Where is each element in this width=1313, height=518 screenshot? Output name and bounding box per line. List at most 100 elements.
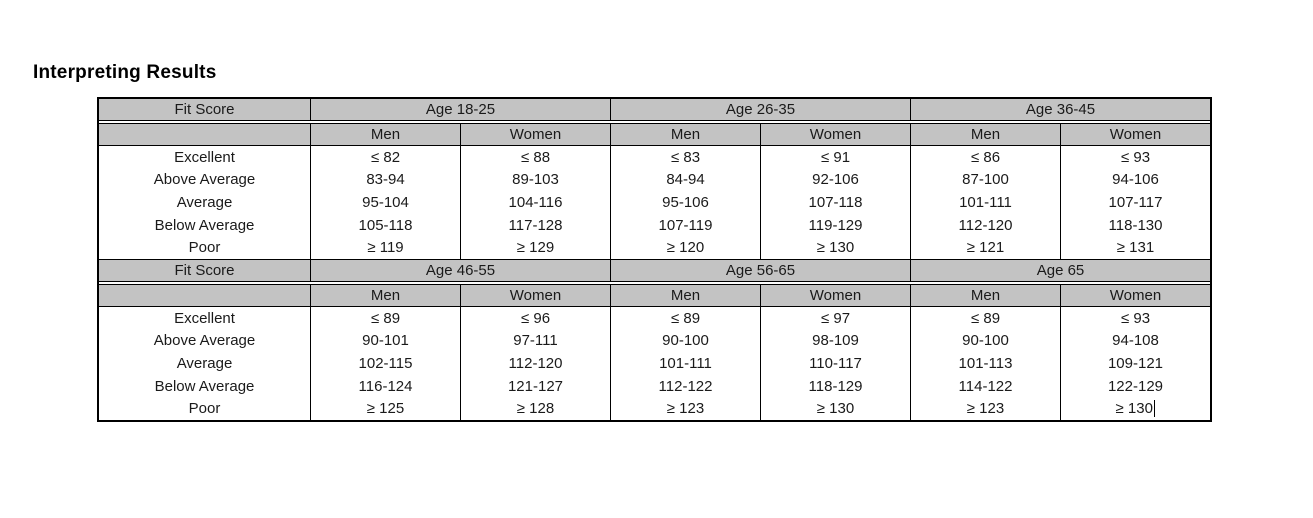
- score-cell: 90-100: [662, 332, 709, 350]
- gender-header-row-2: Men Women Men Women Men Women: [99, 284, 1210, 307]
- row-label: Below Average: [154, 377, 255, 395]
- score-cell: ≤ 83: [670, 148, 701, 166]
- score-column-men-26-35: ≤ 83 84-94 95-106 107-119 ≥ 120: [610, 146, 760, 259]
- score-cell: 95-104: [362, 194, 409, 211]
- score-cell: ≤ 89: [370, 309, 401, 327]
- row-label: Below Average: [154, 216, 255, 234]
- gender-header-men: Men: [610, 124, 760, 145]
- score-cell: 119-129: [808, 216, 863, 234]
- score-cell: 102-115: [358, 355, 413, 372]
- gender-header-row-1: Men Women Men Women Men Women: [99, 123, 1210, 146]
- corner-label: Fit Score: [174, 262, 235, 279]
- score-cell: 98-109: [812, 332, 859, 350]
- score-column-men-56-65: ≤ 89 90-100 101-111 112-122 ≥ 123: [610, 307, 760, 420]
- score-cell: ≥ 131: [1116, 239, 1155, 257]
- score-column-women-36-45: ≤ 93 94-106 107-117 118-130 ≥ 131: [1060, 146, 1210, 259]
- gender-header-women: Women: [760, 124, 910, 145]
- score-cell: 104-116: [508, 194, 563, 211]
- score-cell: 87-100: [962, 171, 1009, 189]
- score-column-women-18-25: ≤ 88 89-103 104-116 117-128 ≥ 129: [460, 146, 610, 259]
- row-label: Excellent: [174, 309, 235, 327]
- row-label: Poor: [188, 239, 221, 257]
- score-column-women-26-35: ≤ 91 92-106 107-118 119-129 ≥ 130: [760, 146, 910, 259]
- score-cell: ≥ 128: [516, 400, 555, 418]
- page-title: Interpreting Results: [33, 62, 217, 83]
- score-cell: ≤ 91: [820, 148, 851, 166]
- score-cell: ≥ 130: [816, 239, 855, 257]
- gender-header-men: Men: [910, 285, 1060, 306]
- score-cell: 94-108: [1112, 332, 1159, 350]
- gender-header-women: Women: [460, 285, 610, 306]
- gender-header-men: Men: [910, 124, 1060, 145]
- row-label: Above Average: [153, 332, 256, 350]
- score-cell: 121-127: [507, 377, 564, 395]
- score-cell: ≥ 120: [666, 239, 705, 257]
- row-labels-column: Excellent Above Average Average Below Av…: [99, 146, 310, 259]
- score-cell: 118-130: [1108, 216, 1163, 234]
- gender-header-men: Men: [310, 285, 460, 306]
- score-cell: ≥ 125: [366, 400, 405, 418]
- age-header-row-1: Fit Score Age 18-25 Age 26-35 Age 36-45: [99, 99, 1210, 121]
- score-cell: 101-113: [958, 355, 1013, 372]
- corner-empty-cell: [99, 124, 310, 145]
- score-cell: ≤ 89: [970, 309, 1001, 327]
- gender-header-women: Women: [1060, 124, 1210, 145]
- score-cell: 118-129: [808, 377, 863, 395]
- score-cell: ≤ 86: [970, 148, 1001, 166]
- score-cell: 95-106: [662, 194, 709, 211]
- score-cell: 109-121: [1107, 355, 1164, 372]
- score-column-men-18-25: ≤ 82 83-94 95-104 105-118 ≥ 119: [310, 146, 460, 259]
- corner-empty-cell: [99, 285, 310, 306]
- row-label: Average: [176, 355, 233, 372]
- score-cell: ≤ 89: [670, 309, 701, 327]
- score-cell: 112-122: [658, 377, 713, 395]
- text-cursor: [1153, 400, 1156, 418]
- score-cell: ≥ 130: [816, 400, 855, 418]
- row-label: Average: [176, 194, 233, 211]
- score-cell: ≤ 93: [1120, 148, 1151, 166]
- score-cell: 90-101: [362, 332, 409, 350]
- score-cell: 101-111: [959, 194, 1012, 211]
- score-cell: 84-94: [666, 171, 705, 189]
- fit-score-table[interactable]: Fit Score Age 18-25 Age 26-35 Age 36-45 …: [97, 97, 1212, 422]
- score-cell: 114-122: [958, 377, 1013, 395]
- age-group-header: Age 26-35: [610, 99, 910, 120]
- score-column-women-46-55: ≤ 96 97-111 112-120 121-127 ≥ 128: [460, 307, 610, 420]
- score-cell: ≥ 130: [1061, 397, 1210, 420]
- score-cell: 89-103: [512, 171, 559, 189]
- score-cell: ≥ 123: [666, 400, 705, 418]
- gender-header-women: Women: [760, 285, 910, 306]
- score-cell: ≥ 129: [516, 239, 555, 257]
- gender-header-women: Women: [460, 124, 610, 145]
- score-data-band-2: Excellent Above Average Average Below Av…: [99, 307, 1210, 420]
- score-column-men-65: ≤ 89 90-100 101-113 114-122 ≥ 123: [910, 307, 1060, 420]
- age-group-header: Age 65: [910, 260, 1210, 281]
- score-cell: ≤ 93: [1120, 309, 1151, 327]
- gender-header-men: Men: [310, 124, 460, 145]
- gender-header-men: Men: [610, 285, 760, 306]
- age-group-header: Age 18-25: [310, 99, 610, 120]
- row-label: Poor: [188, 400, 221, 418]
- score-data-band-1: Excellent Above Average Average Below Av…: [99, 146, 1210, 259]
- corner-label: Fit Score: [174, 101, 235, 118]
- score-cell: 112-120: [508, 355, 563, 372]
- header-divider-gap: [99, 121, 1210, 123]
- header-divider-gap: [99, 282, 1210, 284]
- age-header-row-2: Fit Score Age 46-55 Age 56-65 Age 65: [99, 259, 1210, 282]
- score-cell: ≥ 119: [367, 239, 404, 257]
- score-column-women-65: ≤ 93 94-108 109-121 122-129 ≥ 130: [1060, 307, 1210, 420]
- row-labels-column: Excellent Above Average Average Below Av…: [99, 307, 310, 420]
- score-cell: 110-117: [809, 355, 862, 372]
- score-cell: ≥ 123: [966, 400, 1005, 418]
- age-group-header: Age 46-55: [310, 260, 610, 281]
- age-group-header: Age 36-45: [910, 99, 1210, 120]
- score-cell: 101-111: [659, 355, 712, 372]
- score-cell-text: ≥ 130: [1115, 400, 1153, 418]
- score-cell: ≤ 82: [370, 148, 401, 166]
- score-cell: 117-128: [508, 216, 563, 234]
- age-group-header: Age 56-65: [610, 260, 910, 281]
- score-cell: 107-118: [808, 194, 863, 211]
- score-cell: 92-106: [812, 171, 859, 189]
- score-cell: 107-119: [658, 216, 713, 234]
- score-column-women-56-65: ≤ 97 98-109 110-117 118-129 ≥ 130: [760, 307, 910, 420]
